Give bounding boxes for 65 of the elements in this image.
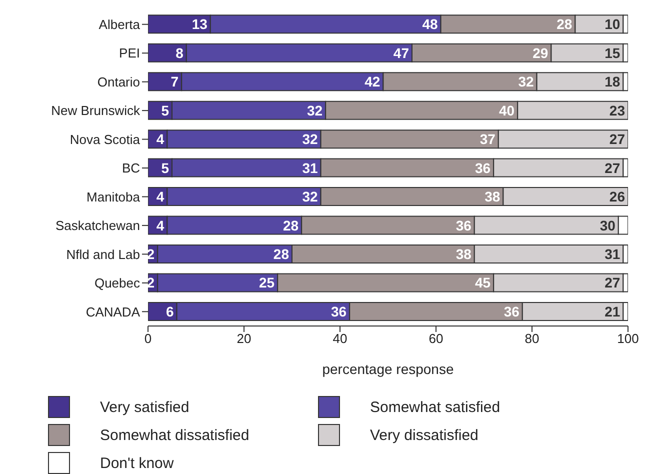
x-tick-label: 40 <box>332 331 348 346</box>
data-label: 23 <box>609 102 626 118</box>
legend-label: Don't know <box>100 454 174 472</box>
data-label: 21 <box>604 303 620 320</box>
data-label: 32 <box>518 74 534 90</box>
data-label: 42 <box>364 74 380 90</box>
data-label: 26 <box>609 188 626 205</box>
data-label: 18 <box>604 74 620 90</box>
data-label: 38 <box>456 246 472 262</box>
data-label: 6 <box>166 303 174 320</box>
data-label: 10 <box>604 16 620 32</box>
data-label: 25 <box>259 274 275 291</box>
data-label: 31 <box>302 160 318 176</box>
y-tick-label: CANADA <box>86 304 140 320</box>
data-label: 40 <box>499 102 515 118</box>
data-label: 5 <box>161 102 170 118</box>
x-tick-label: 80 <box>524 331 540 346</box>
data-label: 28 <box>283 217 299 234</box>
legend-label: Somewhat dissatisfied <box>100 426 250 444</box>
y-tick-label: BC <box>122 160 140 176</box>
data-label: 13 <box>192 16 208 32</box>
y-tick-label: New Brunswick <box>51 103 140 118</box>
data-label: 29 <box>532 44 548 61</box>
data-label: 38 <box>484 188 500 205</box>
data-label: 48 <box>422 16 438 32</box>
data-label: 4 <box>156 131 164 148</box>
data-label: 28 <box>556 16 572 32</box>
data-label: 36 <box>331 303 347 320</box>
x-tick-label: 100 <box>617 331 639 346</box>
y-tick-label: Manitoba <box>86 189 141 204</box>
data-label: 37 <box>480 131 496 148</box>
x-tick-label: 20 <box>236 331 252 346</box>
data-label: 7 <box>170 74 179 90</box>
data-label: 15 <box>604 44 620 61</box>
y-tick-label: Alberta <box>98 16 141 32</box>
data-label: 31 <box>604 246 620 262</box>
data-label: 5 <box>161 160 170 176</box>
y-tick-label: Nfld and Lab <box>66 246 140 262</box>
legend-label: Very satisfied <box>100 398 190 416</box>
data-label: 45 <box>475 274 491 291</box>
x-axis-title: percentage response <box>322 361 454 377</box>
data-label: 36 <box>504 303 520 320</box>
y-tick-label: Ontario <box>97 74 140 90</box>
data-label: 47 <box>393 44 410 61</box>
data-label: 36 <box>456 217 472 234</box>
y-tick-label: PEI <box>119 46 140 61</box>
data-label: 32 <box>302 188 318 205</box>
data-label: 8 <box>176 44 184 61</box>
data-label: 4 <box>156 188 164 205</box>
data-label: 32 <box>307 102 323 118</box>
x-tick-label: 0 <box>144 331 152 346</box>
y-tick-label: Saskatchewan <box>55 218 140 234</box>
data-label: 30 <box>600 217 616 234</box>
y-tick-label: Quebec <box>94 276 140 291</box>
x-tick-label: 60 <box>428 331 444 346</box>
legend-label: Very dissatisfied <box>370 426 478 444</box>
data-label: 28 <box>273 246 290 262</box>
y-tick-label: Nova Scotia <box>70 132 141 147</box>
data-label: 36 <box>475 160 491 176</box>
data-label: 27 <box>609 131 626 148</box>
legend-label: Somewhat satisfied <box>370 398 500 416</box>
data-label: 32 <box>302 131 318 148</box>
data-label: 27 <box>604 274 620 291</box>
data-label: 27 <box>604 160 620 176</box>
data-label: 4 <box>156 217 164 234</box>
